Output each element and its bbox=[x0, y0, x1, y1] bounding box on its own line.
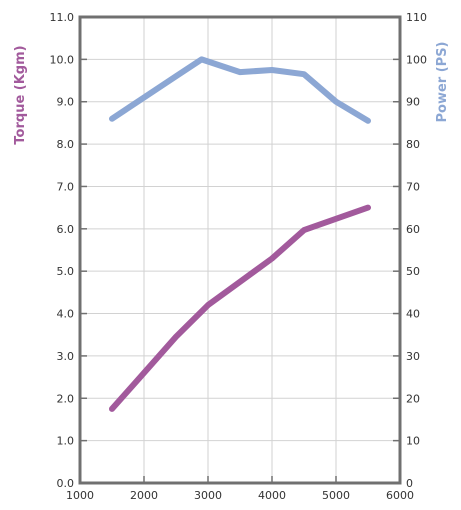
tick-labels: 0.0 1.0 2.0 3.0 4.0 5.0 6.0 7.0 8.0 9.0 10.0 11.0 0 1… bbox=[50, 11, 428, 502]
y-right-tick-label: 100 bbox=[406, 53, 427, 66]
x-tick-label: 1000 bbox=[66, 489, 94, 502]
y-right-tick-label: 80 bbox=[406, 138, 420, 151]
y-right-tick-label: 40 bbox=[406, 308, 420, 321]
y-right-tick-label: 10 bbox=[406, 435, 420, 448]
x-tick-label: 5000 bbox=[322, 489, 350, 502]
y-right-tick-label: 20 bbox=[406, 392, 420, 405]
y-left-tick-label: 0.0 bbox=[57, 477, 75, 490]
torque-line bbox=[109, 204, 371, 412]
y-left-tick-label: 2.0 bbox=[57, 392, 75, 405]
x-tick-label: 6000 bbox=[386, 489, 414, 502]
y-left-tick-label: 10.0 bbox=[50, 53, 75, 66]
y-left-tick-label: 7.0 bbox=[57, 180, 75, 193]
y-left-tick-label: 6.0 bbox=[57, 223, 75, 236]
y-left-tick-label: 4.0 bbox=[57, 308, 75, 321]
y-right-tick-label: 110 bbox=[406, 11, 427, 24]
y-right-tick-label: 30 bbox=[406, 350, 420, 363]
y-left-axis-title: Torque (Kgm) bbox=[13, 45, 28, 144]
plot-frame bbox=[78, 15, 402, 485]
y-left-tick-label: 3.0 bbox=[57, 350, 75, 363]
y-left-tick-label: 1.0 bbox=[57, 435, 75, 448]
y-left-tick-label: 8.0 bbox=[57, 138, 75, 151]
y-right-tick-label: 0 bbox=[406, 477, 413, 490]
y-right-tick-label: 50 bbox=[406, 265, 420, 278]
x-tick-label: 4000 bbox=[258, 489, 286, 502]
series-lines bbox=[109, 56, 371, 412]
grid-lines bbox=[80, 17, 400, 483]
y-left-tick-label: 9.0 bbox=[57, 96, 75, 109]
y-right-tick-label: 90 bbox=[406, 96, 420, 109]
y-right-axis-title: Power (PS) bbox=[435, 42, 450, 123]
x-tick-label: 3000 bbox=[194, 489, 222, 502]
power-line bbox=[109, 56, 371, 124]
x-tick-label: 2000 bbox=[130, 489, 158, 502]
y-left-tick-label: 11.0 bbox=[50, 11, 75, 24]
y-left-tick-label: 5.0 bbox=[57, 265, 75, 278]
y-right-tick-label: 70 bbox=[406, 180, 420, 193]
y-right-tick-label: 60 bbox=[406, 223, 420, 236]
